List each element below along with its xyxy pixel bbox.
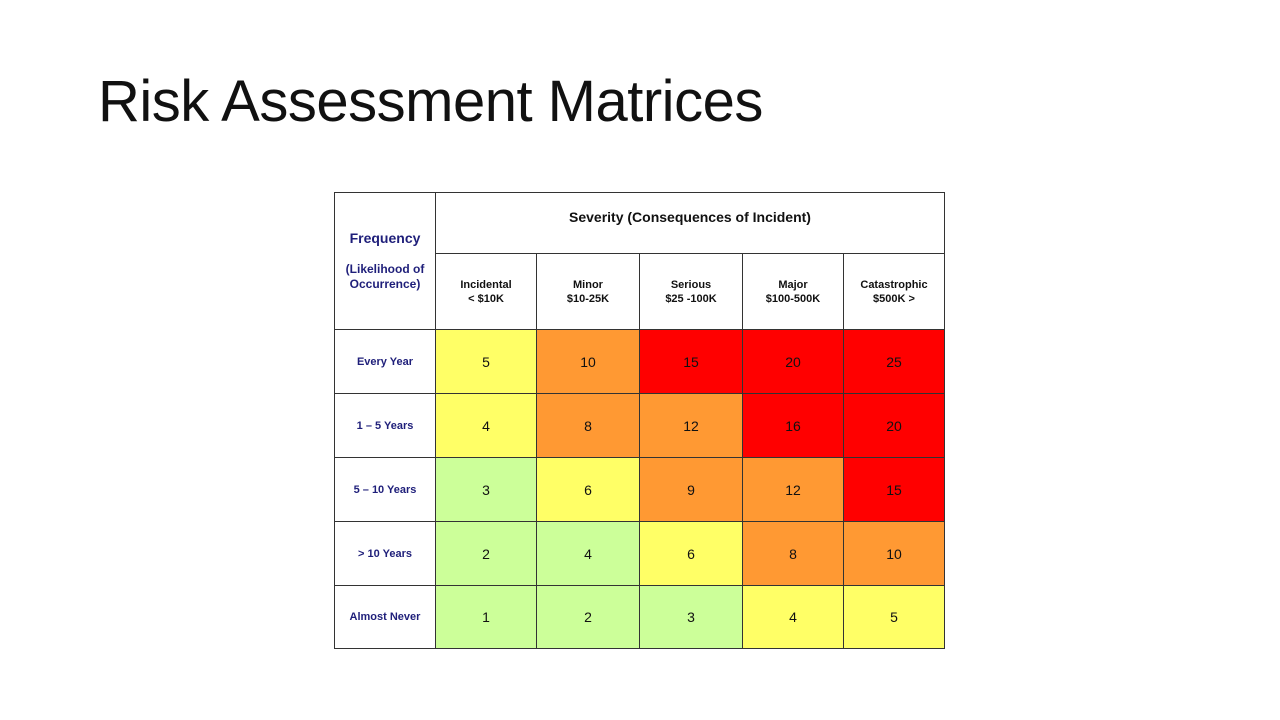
frequency-row-label: > 10 Years [334, 521, 436, 586]
severity-column-range: $10-25K [566, 292, 610, 305]
matrix-body: Every Year 5 10 15 20 25 1 – 5 Years 4 8 12 16 20 5 … [334, 329, 945, 649]
risk-score-cell: 15 [639, 329, 743, 394]
table-row: Almost Never 1 2 3 4 5 [334, 585, 945, 649]
risk-score-cell: 8 [536, 393, 640, 458]
frequency-header: Frequency (Likelihood of Occurrence) [334, 192, 436, 330]
risk-score-cell: 16 [742, 393, 844, 458]
frequency-subtitle-line1: (Likelihood of [345, 262, 425, 276]
risk-score-cell: 6 [639, 521, 743, 586]
risk-score-cell: 20 [843, 393, 945, 458]
severity-column-name: Major [778, 278, 808, 291]
table-row: 5 – 10 Years 3 6 9 12 15 [334, 457, 945, 522]
severity-column-header: Serious $25 -100K [639, 253, 743, 330]
risk-score-cell: 1 [435, 585, 537, 649]
risk-score-cell: 3 [435, 457, 537, 522]
risk-score-cell: 20 [742, 329, 844, 394]
risk-score-cell: 12 [639, 393, 743, 458]
severity-columns-row: Incidental < $10K Minor $10-25K Serious $25 -… [335, 253, 945, 330]
risk-score-cell: 6 [536, 457, 640, 522]
severity-column-name: Minor [573, 278, 603, 291]
severity-column-name: Serious [670, 278, 712, 291]
table-row: 1 – 5 Years 4 8 12 16 20 [334, 393, 945, 458]
risk-score-cell: 3 [639, 585, 743, 649]
risk-score-cell: 2 [435, 521, 537, 586]
risk-score-cell: 25 [843, 329, 945, 394]
risk-score-cell: 10 [536, 329, 640, 394]
frequency-row-label: 5 – 10 Years [334, 457, 436, 522]
risk-score-cell: 4 [536, 521, 640, 586]
risk-score-cell: 9 [639, 457, 743, 522]
table-row: > 10 Years 2 4 6 8 10 [334, 521, 945, 586]
severity-column-header: Incidental < $10K [435, 253, 537, 330]
severity-column-range: $25 -100K [665, 292, 717, 305]
risk-score-cell: 5 [843, 585, 945, 649]
severity-column-range: $500K > [873, 292, 915, 305]
frequency-row-label: Almost Never [334, 585, 436, 649]
risk-score-cell: 2 [536, 585, 640, 649]
severity-column-range: $100-500K [765, 292, 821, 305]
frequency-row-label: Every Year [334, 329, 436, 394]
risk-score-cell: 4 [742, 585, 844, 649]
table-row: Every Year 5 10 15 20 25 [334, 329, 945, 394]
frequency-title: Frequency [349, 230, 421, 246]
severity-header: Severity (Consequences of Incident) [435, 192, 945, 254]
frequency-row-label: 1 – 5 Years [334, 393, 436, 458]
page-title: Risk Assessment Matrices [98, 69, 763, 134]
risk-matrix-table: Frequency (Likelihood of Occurrence) Sev… [334, 192, 945, 649]
risk-score-cell: 5 [435, 329, 537, 394]
frequency-subtitle-line2: Occurrence) [349, 277, 421, 291]
severity-column-name: Catastrophic [860, 278, 928, 291]
severity-column-header: Major $100-500K [742, 253, 844, 330]
severity-column-header: Catastrophic $500K > [843, 253, 945, 330]
risk-score-cell: 15 [843, 457, 945, 522]
risk-score-cell: 12 [742, 457, 844, 522]
severity-column-range: < $10K [468, 292, 504, 305]
risk-score-cell: 10 [843, 521, 945, 586]
risk-score-cell: 4 [435, 393, 537, 458]
risk-score-cell: 8 [742, 521, 844, 586]
severity-column-header: Minor $10-25K [536, 253, 640, 330]
severity-column-name: Incidental [460, 278, 512, 291]
